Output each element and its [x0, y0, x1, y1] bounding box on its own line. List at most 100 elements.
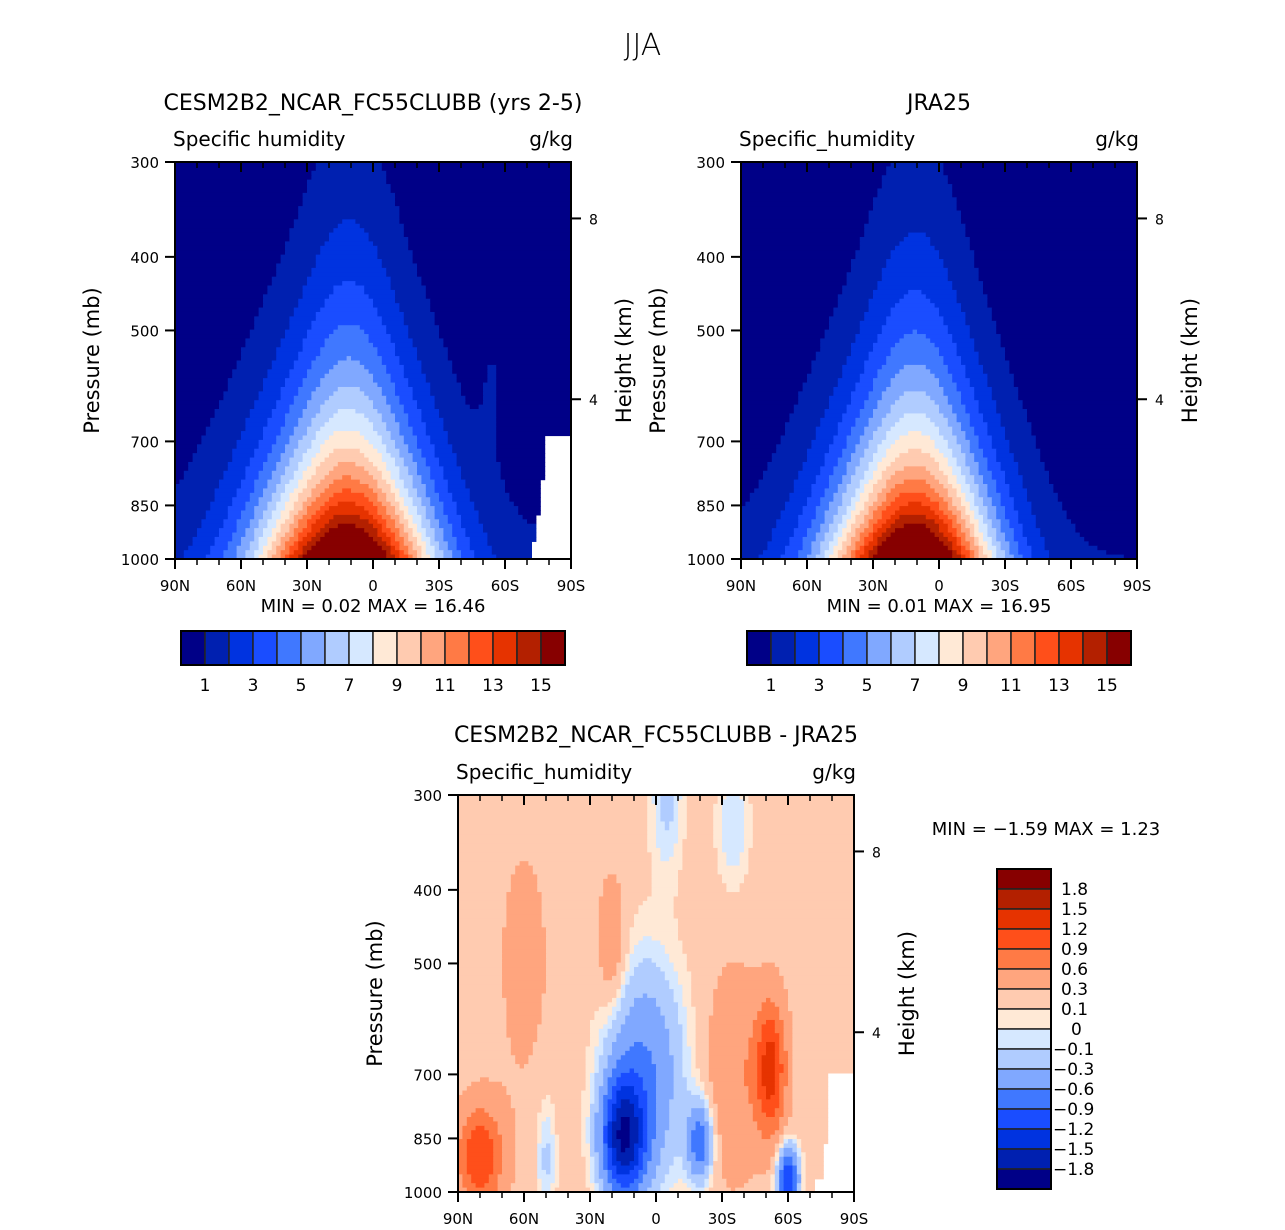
contour-cell	[612, 1117, 617, 1123]
contour-cell	[651, 856, 661, 862]
contour-cell	[741, 479, 760, 485]
contour-cell	[466, 1156, 494, 1162]
contour-cell	[991, 307, 1137, 313]
contour-cell	[761, 1134, 771, 1140]
contour-cell	[651, 1156, 661, 1162]
contour-cell	[474, 554, 497, 559]
contour-cell	[285, 241, 326, 247]
contour-cell	[829, 541, 839, 547]
contour-cell	[620, 971, 626, 977]
contour-cell	[664, 1174, 688, 1180]
contour-cell	[351, 488, 374, 494]
contour-cell	[805, 1169, 824, 1175]
contour-cell	[510, 1103, 543, 1109]
contour-cell	[329, 497, 370, 503]
contour-cell	[851, 259, 887, 265]
contour-cell	[554, 1108, 582, 1114]
contour-cell	[708, 1130, 714, 1136]
contour-cell	[537, 883, 604, 889]
contour-cell	[302, 514, 312, 520]
contour-cell	[1000, 501, 1015, 507]
contour-cell	[175, 413, 216, 419]
contour-cell	[686, 1037, 697, 1043]
contour-cell	[873, 409, 892, 415]
contour-cell	[496, 400, 571, 406]
contour-cell	[678, 1178, 683, 1184]
contour-cell	[1031, 501, 1063, 507]
contour-cell	[373, 501, 383, 507]
contour-cell	[673, 1064, 683, 1070]
contour-cell	[868, 298, 900, 304]
contour-cell	[1009, 360, 1137, 366]
contour-cell	[298, 422, 312, 428]
contour-cell	[590, 1086, 595, 1092]
contour-cell	[408, 550, 418, 556]
contour-cell	[739, 852, 749, 858]
contour-cell	[722, 834, 745, 840]
contour-cell	[708, 1178, 714, 1184]
contour-cell	[377, 347, 396, 353]
contour-cell	[245, 532, 255, 538]
contour-cell	[956, 519, 966, 525]
contour-cell	[969, 378, 988, 384]
contour-cell	[598, 918, 622, 924]
contour-cell	[851, 479, 861, 485]
contour-cell	[774, 1130, 785, 1136]
contour-cell	[417, 351, 449, 357]
contour-cell	[506, 900, 543, 906]
contour-cell	[859, 320, 887, 326]
contour-cell	[439, 492, 453, 498]
contour-cell	[466, 1187, 499, 1192]
contour-cell	[302, 501, 312, 507]
contour-cell	[271, 475, 282, 481]
contour-cell	[792, 1090, 829, 1096]
contour-cell	[276, 550, 282, 556]
y-tick-label: 400	[130, 249, 159, 267]
contour-cell	[598, 1169, 609, 1175]
contour-cell	[616, 971, 622, 977]
contour-cell	[439, 541, 449, 547]
contour-cell	[271, 545, 277, 551]
contour-cell	[708, 1019, 754, 1025]
contour-cell	[386, 426, 400, 432]
contour-cell	[559, 1161, 587, 1167]
contour-cell	[824, 457, 839, 463]
contour-cell	[837, 431, 852, 437]
contour-cell	[741, 457, 773, 463]
contour-cell	[298, 298, 326, 304]
contour-cell	[969, 466, 980, 472]
contour-cell	[669, 958, 688, 964]
contour-cell	[298, 479, 308, 485]
contour-cell	[368, 294, 396, 300]
y2-tick-label: 4	[872, 1026, 881, 1042]
contour-cell	[554, 1187, 591, 1192]
y-tick-label: 500	[130, 322, 159, 340]
contour-cell	[381, 316, 405, 322]
contour-cell	[925, 479, 940, 485]
contour-cell	[541, 1002, 609, 1008]
contour-cell	[458, 971, 503, 977]
contour-cell	[421, 475, 431, 481]
contour-cell	[741, 417, 790, 423]
contour-cell	[890, 382, 940, 388]
contour-cell	[581, 1121, 587, 1127]
contour-cell	[877, 338, 900, 344]
contour-cell	[399, 426, 414, 432]
contour-cell	[726, 887, 741, 893]
contour-cell	[629, 980, 670, 986]
contour-cell	[881, 541, 944, 547]
contour-cell	[757, 1121, 780, 1127]
contour-cell	[496, 435, 546, 441]
contour-cell	[673, 967, 688, 973]
contour-cell	[629, 940, 639, 946]
contour-cell	[722, 839, 745, 845]
contour-cell	[175, 201, 304, 207]
contour-cell	[408, 506, 418, 512]
contour-cell	[267, 541, 273, 547]
contour-cell	[403, 316, 436, 322]
contour-cell	[956, 532, 966, 538]
contour-cell	[1009, 492, 1028, 498]
contour-cell	[638, 940, 661, 946]
contour-cell	[859, 409, 874, 415]
contour-cell	[439, 325, 571, 331]
